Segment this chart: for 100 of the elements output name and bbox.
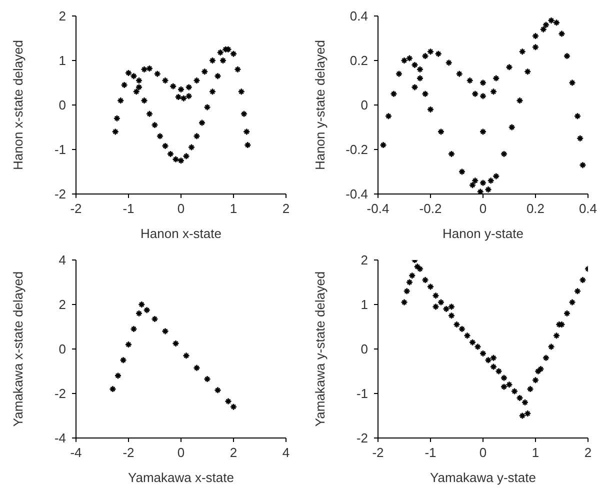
point [124,340,132,348]
x-tick-label: -4 [70,445,82,460]
point [471,90,479,98]
point [162,328,169,335]
point [490,88,498,96]
point [130,325,138,333]
point [230,50,238,58]
point [112,128,120,136]
point [524,68,532,76]
point [458,168,466,176]
point [240,110,248,118]
point [193,76,200,84]
point [540,26,548,33]
point [416,74,424,82]
y-tick-label: -2 [54,386,66,402]
x-tick-label: -2 [70,201,82,216]
x-tick-label: -2 [372,445,384,460]
point [500,374,508,382]
point [135,76,143,84]
y-tick-label: -4 [54,430,66,446]
y-axis-title: Yamakawa x-state delayed [10,271,26,427]
point [568,79,576,86]
y-tick-label: 2 [58,8,66,24]
point [140,96,148,104]
point [384,112,392,120]
point [114,372,122,380]
point [408,272,416,280]
point [188,144,196,151]
point [532,376,540,384]
point [406,278,414,286]
point [464,332,471,340]
point [548,343,555,350]
point [208,88,216,96]
point [169,82,177,90]
point [234,66,242,74]
y-tick-label: 0 [58,342,66,357]
point [162,142,169,150]
x-tick-label: 0.2 [526,201,545,216]
point [172,156,180,163]
point [445,59,453,66]
x-axis-title: Hanon y-state [442,226,524,241]
point [135,84,143,91]
point [466,76,474,84]
point [552,19,560,26]
y-tick-label: -1 [356,386,368,402]
x-axis-title: Hanon x-state [140,226,222,241]
x-axis-title: Yamakawa y-state [430,470,536,485]
point [109,385,116,393]
point [479,79,487,86]
y-axis-title: Hanon x-state delayed [10,40,26,170]
point [400,298,408,306]
x-axis-title: Yamakawa x-state [128,470,234,485]
point [479,128,487,136]
point [132,88,140,96]
x-tick-label: -1 [424,445,436,460]
point [411,61,418,69]
point [448,312,456,320]
point [166,150,174,158]
y-tick-label: 2 [360,252,368,268]
point [172,340,180,348]
point [380,141,387,149]
point [214,386,222,394]
y-tick-label: 0.4 [350,8,368,24]
point [468,338,476,346]
point [416,66,424,74]
point [468,181,476,189]
point [198,119,206,126]
y-tick-label: 0 [58,98,66,113]
point [532,32,540,40]
point [456,70,464,78]
point [518,48,526,56]
point [224,398,232,405]
y-tick-label: 0.2 [350,53,368,68]
point [516,96,524,104]
point [453,320,460,328]
point [508,124,516,131]
point [244,141,252,149]
point [526,385,534,393]
point [422,276,429,284]
point [495,368,502,375]
point [479,350,487,358]
y-tick-label: 0 [360,98,368,113]
x-tick-label: 0 [177,445,185,460]
point [516,394,524,402]
point [552,332,560,340]
y-tick-label: 4 [58,252,66,268]
x-tick-label: 0 [479,201,487,216]
point [208,56,216,64]
point [574,112,582,120]
point [492,74,500,82]
point [238,88,246,96]
point [532,44,540,51]
point [500,150,508,158]
y-tick-label: 1 [360,297,368,312]
y-axis-title: Hanon y-state delayed [312,40,328,170]
point [151,315,158,323]
point [506,64,513,71]
point [204,104,211,111]
point [242,128,250,136]
point [576,134,584,142]
